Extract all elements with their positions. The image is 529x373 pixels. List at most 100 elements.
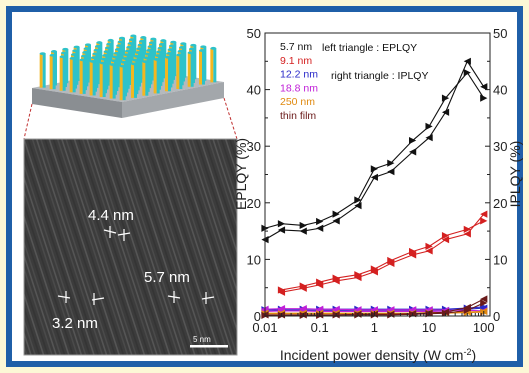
nanorod-top <box>125 49 131 53</box>
nanorod-top <box>81 54 87 58</box>
lattice-fringe <box>103 139 175 355</box>
lattice-fringe <box>153 139 225 355</box>
nanorod-top <box>109 63 116 66</box>
lattice-fringe <box>149 139 221 355</box>
nanorod-side-cyan <box>102 63 106 97</box>
eplqy-point <box>463 230 471 238</box>
nanorod-top <box>123 53 130 57</box>
nanorod-side-yellow <box>79 59 83 94</box>
nanorod-top <box>210 46 217 50</box>
nanorod-top <box>39 52 46 56</box>
eplqy-point <box>463 57 471 65</box>
callout-line-left <box>23 103 33 140</box>
nanorod-top <box>49 53 56 57</box>
nanorod-top <box>96 41 103 44</box>
eplqy-point <box>354 202 362 210</box>
lattice-fringe <box>195 139 237 268</box>
iplqy-line <box>281 220 485 291</box>
eplqy-point <box>370 268 378 276</box>
nanorod-side-cyan <box>92 61 96 96</box>
nanorod-top <box>167 48 174 52</box>
nanorod-top <box>170 40 177 44</box>
nanorod-side-yellow <box>39 53 43 88</box>
nanorod-side-cyan <box>62 56 66 91</box>
lattice-fringe <box>174 139 237 333</box>
lattice-fringe <box>124 139 196 355</box>
legend-entry: 18.8 nm <box>280 82 318 94</box>
lattice-fringe <box>52 139 125 355</box>
nanorod-top <box>133 54 140 58</box>
iplqy-point <box>480 217 488 225</box>
y-tick-label-right: 30 <box>493 139 507 154</box>
nanorod-top <box>102 54 109 57</box>
y-tick-label-left: 40 <box>247 83 261 98</box>
nanorod-top <box>190 43 197 47</box>
lattice-fringe <box>61 139 133 355</box>
nanorod-top <box>82 50 89 54</box>
iplqy-point <box>463 69 471 77</box>
nanorod-top <box>112 55 119 59</box>
iplqy-point <box>387 256 395 265</box>
iplqy-point <box>299 221 307 230</box>
nanorod-side-yellow <box>69 58 73 93</box>
eplqy-point <box>277 226 286 234</box>
nanorod-top <box>72 49 79 53</box>
iplqy-point <box>425 122 433 130</box>
lattice-fringe <box>86 139 158 355</box>
lattice-fringe <box>191 139 237 281</box>
lattice-fringe <box>182 139 237 307</box>
nanorod-top <box>69 56 76 60</box>
nanorod-top <box>83 47 90 50</box>
nanorod-top <box>200 45 207 49</box>
annotation-iplqy: right triangle : IPLQY <box>331 70 428 82</box>
nanorod-side-yellow <box>49 55 53 90</box>
lattice-fringe <box>27 139 99 355</box>
lattice-fringe <box>145 139 217 355</box>
nanorod-top <box>113 51 120 55</box>
iplqy-point <box>441 94 450 102</box>
nanorod-side-yellow <box>199 50 202 85</box>
lattice-fringe <box>24 278 49 355</box>
lattice-fringe <box>178 139 237 320</box>
lattice-fringe <box>128 139 200 355</box>
nanorod-side-cyan <box>179 55 183 89</box>
y-tick-label-right: 10 <box>493 252 507 267</box>
nanorod-top <box>159 42 165 46</box>
x-tick-label: 0.1 <box>311 320 329 335</box>
lattice-fringe <box>111 139 183 355</box>
x-axis-label-superscript: -2 <box>463 347 471 357</box>
iplqy-point <box>425 242 433 250</box>
nanorod-top <box>119 36 125 40</box>
nanorod-top <box>160 39 167 42</box>
nanorod-top <box>136 47 143 51</box>
lattice-fringe <box>24 149 91 355</box>
lattice-fringe <box>24 304 41 355</box>
x-tick-label: 10 <box>422 320 436 335</box>
nanorod-top <box>166 52 173 55</box>
lattice-fringe <box>208 139 237 229</box>
nanorod-top <box>85 43 91 47</box>
eplqy-point <box>409 148 417 156</box>
eplqy-point <box>370 173 378 181</box>
lattice-fringe <box>24 139 95 355</box>
nanorod-top <box>177 49 184 53</box>
lattice-fringe <box>48 139 120 355</box>
lattice-fringe <box>115 139 188 355</box>
y-axis-label-right: IPLQY (%) <box>507 141 523 208</box>
lattice-fringe <box>24 201 74 355</box>
nanorod-side-cyan <box>42 53 46 88</box>
nanorod-top <box>165 55 171 59</box>
nanorod-top <box>122 57 129 60</box>
iplqy-point <box>299 282 307 290</box>
y-tick-label-right: 50 <box>493 26 507 41</box>
legend-entry: thin film <box>280 110 316 122</box>
lattice-fringe <box>0 139 10 355</box>
lattice-fringe <box>220 139 237 190</box>
nanorod-top <box>129 38 135 42</box>
iplqy-point <box>277 286 286 294</box>
lattice-fringe <box>69 139 141 355</box>
nanorod-top <box>176 53 183 57</box>
nanorod-side-cyan <box>190 52 194 87</box>
lattice-fringe <box>24 291 45 355</box>
lattice-fringe <box>216 139 237 203</box>
